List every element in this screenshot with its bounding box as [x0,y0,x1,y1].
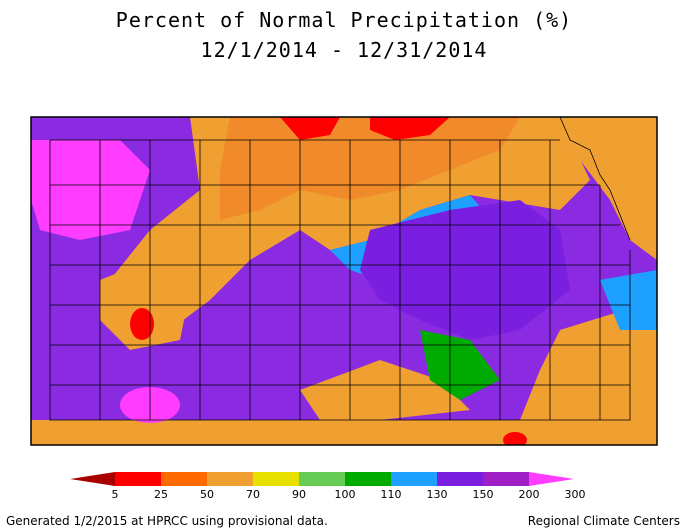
legend-tick-label: 100 [335,488,356,501]
legend-tick-label: 50 [200,488,214,501]
legend-swatch [253,472,299,486]
legend-swatch [299,472,345,486]
precipitation-field [31,117,657,445]
map-date-range: 12/1/2014 - 12/31/2014 [200,38,488,62]
map-title: Percent of Normal Precipitation (%) [115,8,573,32]
legend-tick-label: 25 [154,488,168,501]
legend-swatch [207,472,253,486]
footer-source: Regional Climate Centers [527,514,680,528]
legend-swatch [437,472,483,486]
legend-tick-label: 300 [565,488,586,501]
county-boundaries [30,116,658,446]
legend-swatch [391,472,437,486]
legend-tick-label: 130 [427,488,448,501]
legend-tick-label: 70 [246,488,260,501]
legend-high-arrow [529,472,574,486]
footer-generated-note: Generated 1/2/2015 at HPRCC using provis… [6,514,328,528]
legend-swatch [345,472,391,486]
legend-swatch [483,472,529,486]
legend-tick-label: 5 [112,488,119,501]
legend-tick-label: 150 [473,488,494,501]
legend-low-arrow [70,472,115,486]
legend-tick-label: 200 [519,488,540,501]
legend-swatch [161,472,207,486]
legend-tick-label: 110 [381,488,402,501]
legend-swatch [115,472,161,486]
legend-tick-label: 90 [292,488,306,501]
legend-bar: 5 25 50 70 90 100 110 130 150 200 300 [70,472,586,501]
